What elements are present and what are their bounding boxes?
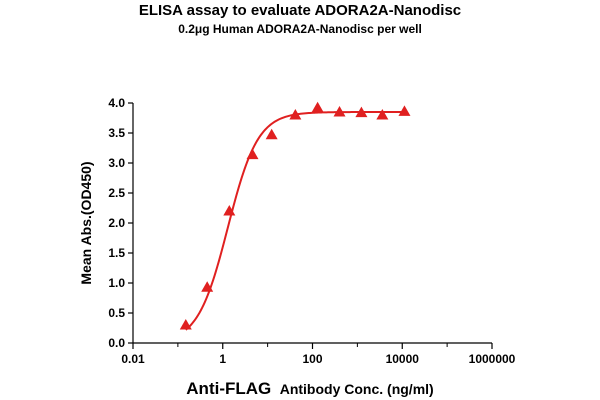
data-point bbox=[376, 109, 389, 120]
y-tick-label: 0.5 bbox=[108, 306, 125, 320]
y-tick-label: 4.0 bbox=[108, 96, 125, 110]
x-tick-label: 1000000 bbox=[469, 352, 516, 366]
x-tick-label: 0.01 bbox=[121, 352, 145, 366]
x-tick-label: 1 bbox=[219, 352, 226, 366]
data-point bbox=[289, 109, 302, 120]
y-tick-label: 2.5 bbox=[108, 186, 125, 200]
data-point bbox=[311, 101, 324, 113]
y-tick-label: 2.0 bbox=[108, 216, 125, 230]
data-point bbox=[355, 106, 368, 118]
data-point bbox=[333, 106, 346, 117]
x-axis-label: Anti-FLAG Antibody Conc. (ng/ml) bbox=[186, 379, 433, 398]
data-point bbox=[201, 281, 214, 292]
data-point bbox=[246, 148, 259, 160]
data-points bbox=[179, 101, 411, 330]
y-tick-label: 3.0 bbox=[108, 156, 125, 170]
tick-labels: 0.0 0.5 1.0 1.5 2.0 2.5 3.0 3.5 4.0 0.01 1 100 10000… bbox=[108, 96, 515, 366]
axes bbox=[128, 102, 493, 349]
x-tick-label: 10000 bbox=[386, 352, 420, 366]
x-axis-label-suffix: Antibody Conc. (ng/ml) bbox=[280, 381, 434, 397]
y-tick-label: 3.5 bbox=[108, 126, 125, 140]
fit-curve bbox=[185, 111, 405, 331]
x-axis-label-prefix: Anti-FLAG bbox=[186, 379, 271, 398]
data-point bbox=[179, 319, 192, 330]
data-point bbox=[398, 105, 411, 116]
x-tick-label: 100 bbox=[302, 352, 322, 366]
y-axis-label: Mean Abs.(OD450) bbox=[78, 161, 94, 284]
chart-subtitle: 0.2μg Human ADORA2A-Nanodisc per well bbox=[178, 22, 422, 36]
y-tick-label: 1.5 bbox=[108, 246, 125, 260]
chart-title: ELISA assay to evaluate ADORA2A-Nanodisc bbox=[138, 2, 462, 19]
data-point bbox=[223, 205, 236, 216]
data-point bbox=[265, 128, 278, 140]
y-tick-label: 0.0 bbox=[108, 336, 125, 350]
y-tick-label: 1.0 bbox=[108, 276, 125, 290]
